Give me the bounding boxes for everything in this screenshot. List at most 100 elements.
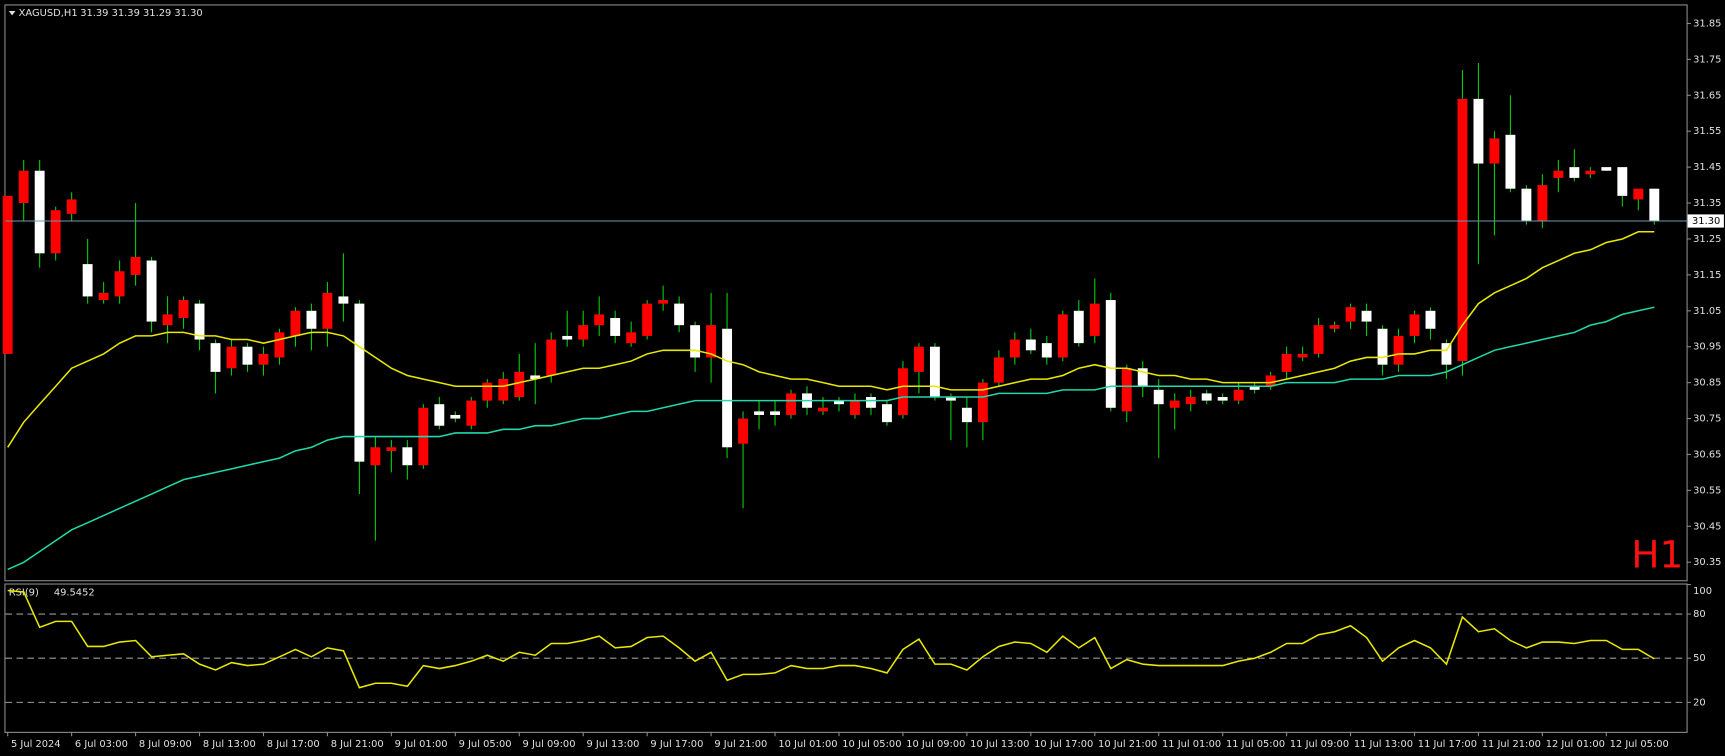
y-tick-label: 31.35 — [1693, 198, 1721, 209]
candle-body — [130, 256, 141, 275]
y-tick-label: 30.45 — [1693, 521, 1721, 532]
candle-body — [306, 310, 317, 329]
candle-body — [1201, 393, 1212, 401]
x-tick-label: 11 Jul 13:00 — [1354, 739, 1413, 750]
x-tick-label: 11 Jul 05:00 — [1226, 739, 1285, 750]
candle-body — [1409, 314, 1420, 336]
y-tick-label: 31.15 — [1693, 270, 1721, 281]
candle-body — [338, 296, 349, 304]
x-tick-label: 10 Jul 01:00 — [778, 739, 837, 750]
candle-body — [466, 400, 477, 426]
candle-body — [1121, 368, 1132, 412]
candle-body — [2, 195, 13, 354]
candle-body — [1361, 310, 1372, 322]
candle-body — [1457, 98, 1468, 362]
candle-body — [258, 353, 269, 365]
candle-body — [626, 332, 637, 344]
y-tick-label: 30.75 — [1693, 414, 1721, 425]
y-tick-label: 31.55 — [1693, 126, 1721, 137]
candle-body — [738, 418, 749, 444]
candle-body — [322, 292, 333, 329]
candle-body — [961, 407, 972, 423]
y-tick-label: 31.45 — [1693, 162, 1721, 173]
candle-body — [1441, 343, 1452, 365]
candle-body — [482, 382, 493, 401]
candle-body — [34, 170, 45, 254]
candle-body — [1569, 167, 1580, 178]
ohlc-text: 31.39 31.39 31.29 31.30 — [80, 8, 202, 19]
candle-body — [1137, 368, 1148, 387]
y-tick-label: 30.95 — [1693, 342, 1721, 353]
candle-body — [1057, 314, 1068, 358]
candle-body — [722, 328, 733, 448]
menu-triangle[interactable] — [8, 10, 16, 16]
x-tick-label: 9 Jul 13:00 — [587, 739, 640, 750]
candle-body — [706, 325, 717, 358]
candle-body — [882, 404, 892, 423]
candle-body — [897, 368, 908, 415]
x-tick-label: 11 Jul 21:00 — [1482, 739, 1541, 750]
candle-body — [82, 264, 93, 297]
candle-body — [1217, 397, 1228, 401]
y-tick-label: 80 — [1693, 609, 1706, 620]
candle-body — [1329, 325, 1340, 329]
candle-body — [1393, 335, 1404, 365]
candle-body — [1313, 325, 1324, 354]
candle-body — [146, 260, 157, 322]
candle-body — [514, 371, 525, 398]
y-tick-label: 31.65 — [1693, 90, 1721, 101]
candle-body — [1281, 353, 1292, 372]
moving-average-line — [7, 306, 1655, 571]
candle-body — [1585, 170, 1596, 175]
y-tick-label: 30.55 — [1693, 485, 1721, 496]
symbol: XAGUSD,H1 — [19, 8, 78, 19]
x-tick-label: 10 Jul 21:00 — [1098, 739, 1157, 750]
y-tick-label: 30.35 — [1693, 557, 1721, 568]
candle-body — [1169, 400, 1180, 408]
y-tick-label: 20 — [1693, 697, 1706, 708]
rsi-last-value: 49.5452 — [54, 587, 95, 598]
y-tick-label: 31.25 — [1693, 234, 1721, 245]
candle-body — [993, 357, 1004, 383]
x-tick-label: 10 Jul 09:00 — [906, 739, 965, 750]
candle-body — [1073, 310, 1084, 344]
candle-body — [98, 292, 109, 301]
y-tick-label: 30.85 — [1693, 378, 1721, 389]
candle-body — [770, 411, 780, 415]
candle-body — [370, 447, 381, 466]
candle-body — [834, 400, 844, 405]
candle-body — [1009, 339, 1020, 358]
candle-body — [818, 407, 828, 412]
candle-body — [114, 271, 125, 297]
candle-body — [1521, 188, 1532, 222]
x-tick-label: 12 Jul 05:00 — [1610, 739, 1669, 750]
candle-body — [1377, 328, 1388, 365]
candle-body — [498, 379, 509, 401]
x-tick-label: 11 Jul 01:00 — [1162, 739, 1221, 750]
candle-body — [674, 303, 685, 326]
x-tick-label: 12 Jul 01:00 — [1546, 739, 1605, 750]
x-tick-label: 9 Jul 05:00 — [459, 739, 512, 750]
y-tick-label: 30.65 — [1693, 449, 1721, 460]
x-tick-label: 6 Jul 03:00 — [75, 739, 128, 750]
candle-body — [530, 375, 541, 380]
candle-body — [1345, 307, 1356, 322]
candle-body — [562, 335, 573, 340]
candle-body — [594, 314, 605, 326]
x-tick-label: 9 Jul 01:00 — [395, 739, 448, 750]
x-tick-label: 11 Jul 17:00 — [1418, 739, 1477, 750]
candle-body — [1505, 134, 1516, 189]
candle-body — [1265, 375, 1276, 387]
candle-body — [178, 300, 189, 318]
current-price-box — [1687, 214, 1724, 228]
y-tick-label: 100 — [1693, 586, 1712, 597]
candle-body — [1649, 188, 1660, 222]
candle-body — [1537, 185, 1548, 222]
candle-body — [754, 411, 764, 415]
x-tick-label: 5 Jul 2024 — [11, 739, 61, 750]
x-tick-label: 10 Jul 17:00 — [1034, 739, 1093, 750]
candle-body — [402, 447, 413, 466]
x-tick-label: 9 Jul 21:00 — [714, 739, 767, 750]
